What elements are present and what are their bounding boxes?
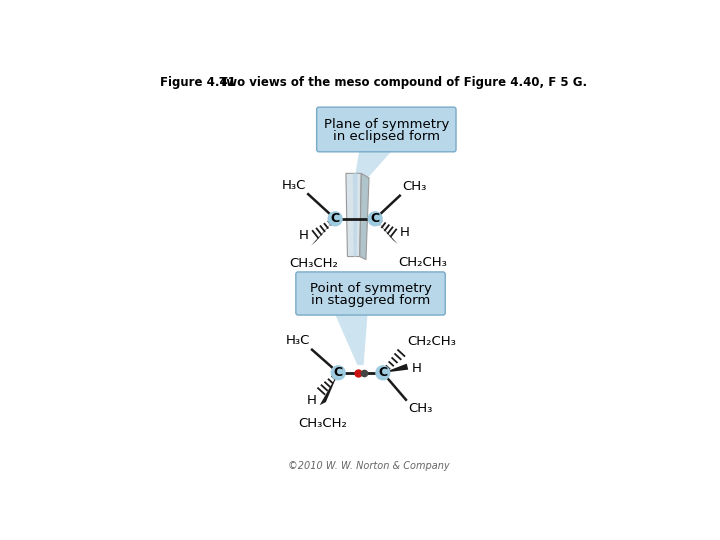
Polygon shape [320, 373, 338, 405]
Text: C: C [330, 212, 340, 225]
Circle shape [376, 366, 390, 380]
Polygon shape [311, 219, 335, 246]
Text: C: C [333, 366, 343, 379]
Text: Plane of symmetry: Plane of symmetry [323, 118, 449, 131]
Text: ©2010 W. W. Norton & Company: ©2010 W. W. Norton & Company [288, 461, 450, 471]
Text: C: C [371, 212, 379, 225]
Text: Point of symmetry: Point of symmetry [310, 281, 431, 295]
Polygon shape [383, 363, 408, 373]
Text: CH₃: CH₃ [408, 402, 433, 415]
Text: H₃C: H₃C [282, 179, 306, 192]
FancyBboxPatch shape [296, 272, 445, 315]
Text: CH₃CH₂: CH₃CH₂ [298, 417, 347, 430]
Text: H: H [400, 226, 410, 239]
Text: CH₃: CH₃ [402, 180, 426, 193]
Text: C: C [378, 366, 387, 379]
Text: CH₂CH₃: CH₂CH₃ [398, 256, 447, 269]
Circle shape [331, 366, 345, 380]
Circle shape [328, 212, 342, 226]
Text: Figure 4.41: Figure 4.41 [160, 76, 235, 89]
Polygon shape [353, 173, 357, 256]
Text: Two views of the meso compound of Figure 4.40, F 5 G.: Two views of the meso compound of Figure… [207, 76, 588, 89]
Polygon shape [375, 219, 397, 244]
Text: H: H [299, 230, 309, 242]
Text: H: H [307, 394, 317, 407]
Circle shape [368, 212, 382, 226]
Text: in eclipsed form: in eclipsed form [333, 130, 440, 143]
Text: H: H [412, 362, 422, 375]
Text: CH₃CH₂: CH₃CH₂ [289, 257, 338, 271]
Polygon shape [360, 173, 369, 260]
Polygon shape [353, 150, 393, 190]
Text: in staggered form: in staggered form [311, 294, 430, 307]
Polygon shape [334, 313, 368, 365]
Polygon shape [346, 173, 361, 256]
Text: CH₂CH₃: CH₂CH₃ [408, 335, 456, 348]
FancyBboxPatch shape [317, 107, 456, 152]
Text: H₃C: H₃C [285, 334, 310, 347]
